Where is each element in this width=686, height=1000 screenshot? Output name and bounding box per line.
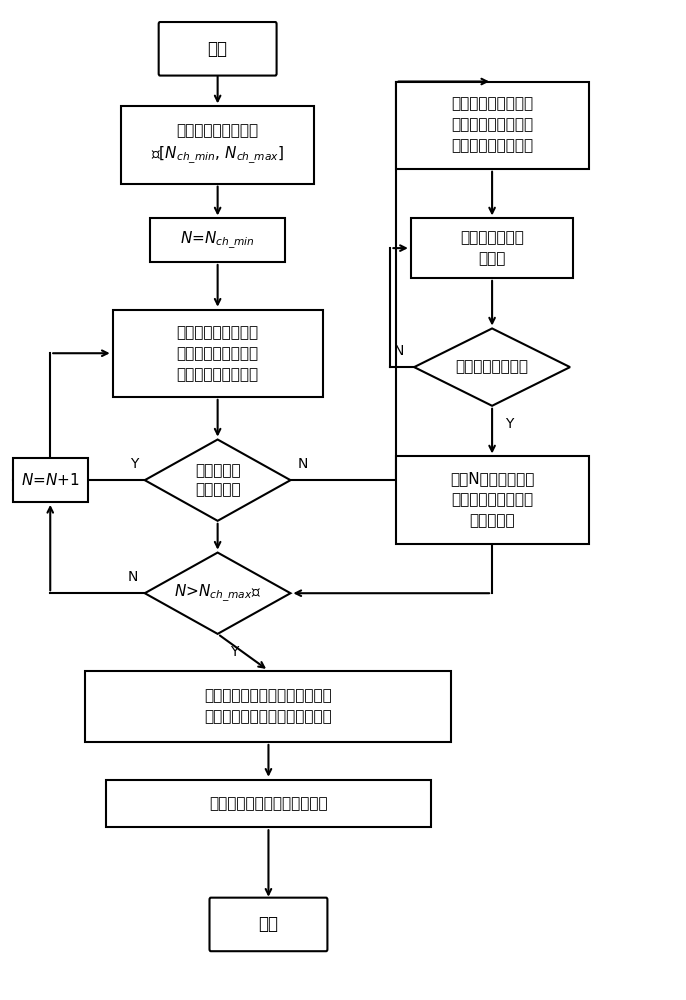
Bar (13, 458, 88, 502)
Text: 结束: 结束 (259, 915, 279, 933)
Text: $N$=$N_{ch\_min}$: $N$=$N_{ch\_min}$ (180, 230, 255, 251)
Text: $N$>$N_{ch\_max}$？: $N$>$N_{ch\_max}$？ (174, 583, 261, 604)
Text: $N$=$N$+1: $N$=$N$+1 (21, 472, 80, 488)
Bar (150, 218, 285, 262)
Text: 开始: 开始 (208, 40, 228, 58)
Bar (121, 106, 314, 184)
FancyBboxPatch shape (209, 898, 327, 951)
Polygon shape (145, 553, 290, 634)
Bar (396, 82, 589, 169)
Text: 满足配电网约束？: 满足配电网约束？ (456, 360, 529, 375)
Text: 确定充电站供电
接入点: 确定充电站供电 接入点 (460, 230, 524, 266)
Text: 超出充电站
最大容量？: 超出充电站 最大容量？ (195, 463, 241, 498)
Text: 确定充电站数量上下
限[$N_{ch\_min}$, $N_{ch\_max}$]: 确定充电站数量上下 限[$N_{ch\_min}$, $N_{ch\_max}$… (151, 124, 284, 166)
Text: 各服务范围内中央点
作为充电站址，进行
充电站容量优化配置: 各服务范围内中央点 作为充电站址，进行 充电站容量优化配置 (451, 97, 533, 154)
Text: 规划方案排序并确定最优方案: 规划方案排序并确定最优方案 (209, 796, 328, 811)
Bar (113, 310, 322, 397)
Text: 计算各方案充电站建设成本、用
户充电成本及充电站运营年收益: 计算各方案充电站建设成本、用 户充电成本及充电站运营年收益 (204, 688, 332, 724)
Polygon shape (414, 328, 570, 406)
Text: N: N (394, 344, 405, 358)
FancyBboxPatch shape (158, 22, 276, 76)
Text: Y: Y (130, 457, 139, 471)
Text: Y: Y (505, 417, 513, 431)
Text: 确定初始聚类中心进
行充电需求点聚类，
确定充电站服务范围: 确定初始聚类中心进 行充电需求点聚类， 确定充电站服务范围 (176, 325, 259, 382)
Bar (86, 671, 451, 742)
Bar (411, 218, 573, 278)
Bar (396, 456, 589, 544)
Text: N: N (128, 570, 138, 584)
Polygon shape (145, 440, 290, 521)
Text: 确定N座充电站的站
址、容量、接入位置
及服务范围: 确定N座充电站的站 址、容量、接入位置 及服务范围 (450, 472, 534, 528)
Bar (106, 780, 431, 827)
Text: N: N (298, 457, 308, 471)
Text: Y: Y (230, 645, 239, 659)
